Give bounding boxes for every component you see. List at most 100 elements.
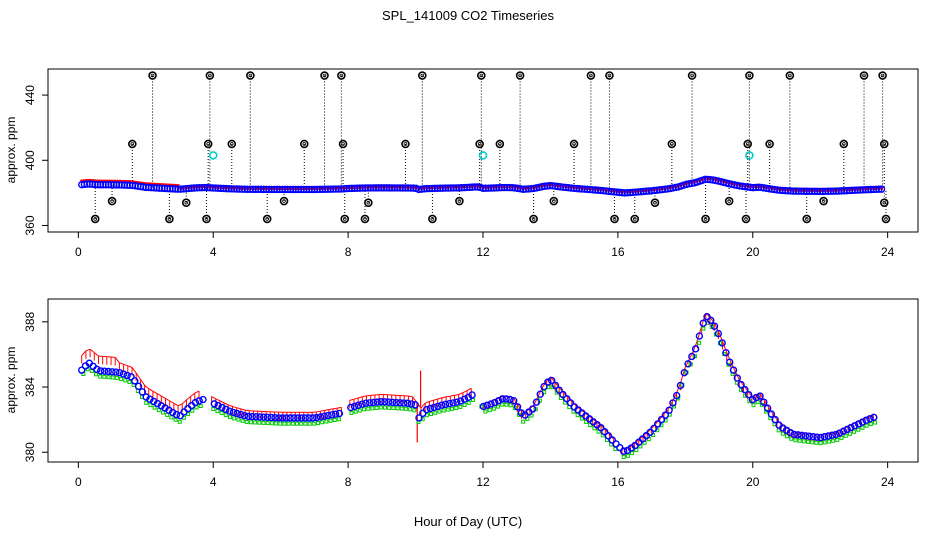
flag-point — [269, 421, 274, 426]
avg-point — [93, 365, 101, 374]
avg-point — [506, 395, 514, 404]
avg-point — [256, 413, 264, 421]
avg-point — [604, 432, 613, 440]
flag-point — [328, 418, 333, 423]
outlier-point — [455, 196, 464, 206]
outlier-core — [204, 217, 209, 221]
raw-line — [186, 396, 191, 401]
raw-line — [316, 410, 321, 413]
avg-point — [756, 392, 764, 400]
avg-point — [707, 316, 715, 325]
avg-point — [566, 399, 575, 407]
bottom-x-tick-label: 20 — [746, 475, 760, 489]
flag-point — [868, 422, 873, 427]
avg-point — [309, 414, 317, 422]
avg-point — [498, 395, 507, 403]
flag-point — [374, 405, 379, 410]
avg-point — [616, 443, 624, 452]
avg-point — [661, 411, 670, 419]
flag-point — [491, 406, 496, 411]
avg-point — [112, 368, 120, 376]
bottom-x-tick-label: 16 — [611, 475, 625, 489]
outlier-point — [687, 71, 697, 80]
avg-point — [858, 418, 867, 426]
flag-point — [856, 427, 861, 432]
avg-point — [676, 381, 685, 390]
avg-point — [710, 322, 719, 330]
avg-point — [456, 397, 465, 405]
avg-point — [820, 433, 829, 441]
cyan-point — [478, 151, 488, 160]
chart-title: SPL_141009 CO2 Timeseries — [382, 8, 554, 23]
avg-point — [411, 401, 419, 409]
raw-line — [337, 406, 342, 409]
avg-point — [271, 414, 279, 422]
outlier-core — [206, 142, 210, 146]
raw-line — [119, 362, 124, 365]
avg-point — [263, 413, 272, 422]
raw-line — [533, 395, 539, 405]
avg-point — [214, 401, 222, 410]
avg-point — [362, 399, 370, 407]
flag-point — [194, 405, 199, 410]
outlier-point — [859, 71, 869, 80]
raw-line — [152, 390, 158, 395]
top-x-tick-label: 8 — [345, 245, 352, 259]
cyan-point — [745, 151, 754, 160]
raw-line — [181, 399, 187, 405]
bottom-x-tick-label: 8 — [345, 475, 352, 489]
flag-point — [571, 409, 576, 414]
flag-point — [843, 433, 848, 438]
outlier-core — [130, 142, 135, 146]
flag-point — [307, 421, 312, 426]
flag-point — [822, 440, 827, 445]
outlier-core — [93, 217, 98, 221]
raw-line — [228, 404, 233, 407]
avg-point — [665, 406, 673, 414]
avg-point — [866, 415, 874, 423]
avg-point — [877, 185, 886, 193]
flag-point — [839, 435, 844, 440]
flag-point — [357, 408, 362, 413]
outlier-core — [322, 73, 327, 78]
outlier-point — [262, 214, 272, 224]
raw-line — [173, 402, 179, 407]
flag-point — [303, 421, 308, 426]
avg-point — [419, 409, 427, 418]
avg-point — [157, 402, 166, 410]
flag-point — [433, 410, 438, 415]
avg-point — [146, 395, 154, 403]
avg-point — [240, 411, 249, 420]
outlier-core — [403, 142, 408, 146]
avg-point — [229, 408, 238, 417]
avg-point — [252, 413, 260, 421]
outlier-point — [529, 214, 538, 224]
flag-point — [127, 379, 132, 384]
avg-point — [104, 367, 112, 376]
outlier-core — [477, 142, 482, 146]
avg-point — [96, 367, 105, 375]
avg-point — [119, 370, 128, 378]
raw-line — [240, 408, 246, 411]
flag-point — [780, 431, 785, 436]
flag-point — [102, 374, 107, 379]
outlier-point — [165, 214, 174, 224]
avg-point — [134, 382, 143, 391]
outlier-point — [495, 139, 505, 149]
flag-point — [504, 402, 509, 407]
avg-point — [650, 424, 658, 433]
raw-line — [135, 372, 141, 380]
avg-point — [199, 395, 207, 404]
raw-line — [232, 405, 237, 409]
flag-point — [370, 406, 375, 411]
avg-point — [445, 399, 454, 408]
avg-point — [680, 368, 688, 377]
avg-point — [483, 401, 491, 409]
raw-line — [148, 388, 154, 392]
outlier-point — [401, 139, 410, 149]
avg-point — [438, 401, 446, 409]
outlier-point — [549, 196, 559, 206]
raw-line — [362, 395, 367, 398]
avg-point — [563, 394, 571, 403]
flag-point — [789, 436, 794, 441]
